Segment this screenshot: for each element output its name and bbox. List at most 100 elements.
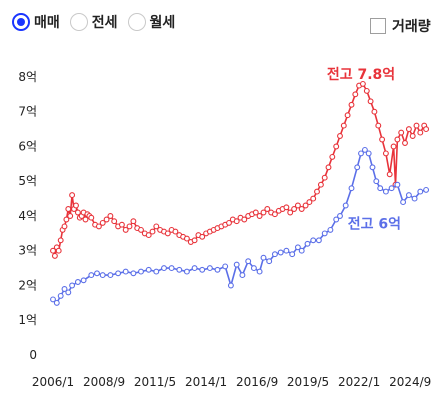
data-point-sale[interactable] bbox=[398, 129, 405, 136]
data-point-jeonse[interactable] bbox=[271, 251, 278, 258]
data-point-sale[interactable] bbox=[252, 209, 259, 216]
data-point-sale[interactable] bbox=[153, 223, 160, 230]
data-point-jeonse[interactable] bbox=[256, 268, 263, 275]
data-point-sale[interactable] bbox=[145, 232, 152, 239]
data-point-sale[interactable] bbox=[88, 214, 95, 221]
data-point-sale[interactable] bbox=[314, 188, 320, 195]
data-point-sale[interactable] bbox=[57, 237, 64, 244]
data-point-jeonse[interactable] bbox=[239, 272, 246, 279]
data-point-sale[interactable] bbox=[164, 230, 171, 237]
data-point-jeonse[interactable] bbox=[122, 268, 129, 275]
data-point-jeonse[interactable] bbox=[115, 270, 122, 277]
data-point-sale[interactable] bbox=[226, 219, 232, 226]
data-point-sale[interactable] bbox=[371, 108, 378, 115]
data-point-jeonse[interactable] bbox=[315, 237, 322, 244]
data-point-sale[interactable] bbox=[199, 233, 206, 240]
data-point-jeonse[interactable] bbox=[153, 268, 160, 275]
data-point-jeonse[interactable] bbox=[176, 266, 183, 273]
data-point-jeonse[interactable] bbox=[283, 247, 290, 254]
radio-option-sale[interactable]: 매매 bbox=[12, 12, 60, 32]
data-point-jeonse[interactable] bbox=[333, 216, 340, 223]
data-point-sale[interactable] bbox=[375, 122, 382, 129]
data-point-sale[interactable] bbox=[138, 226, 144, 233]
data-point-sale[interactable] bbox=[417, 129, 424, 136]
data-point-jeonse[interactable] bbox=[354, 164, 361, 171]
data-point-jeonse[interactable] bbox=[310, 237, 317, 244]
data-point-jeonse[interactable] bbox=[145, 266, 152, 273]
data-point-sale[interactable] bbox=[51, 252, 58, 259]
data-point-sale[interactable] bbox=[103, 216, 110, 223]
data-point-jeonse[interactable] bbox=[227, 282, 234, 289]
data-point-jeonse[interactable] bbox=[266, 258, 273, 265]
data-point-sale[interactable] bbox=[63, 216, 70, 223]
data-point-sale[interactable] bbox=[61, 223, 68, 230]
data-point-jeonse[interactable] bbox=[423, 186, 430, 193]
radio-option-monthly[interactable]: 월세 bbox=[127, 12, 175, 32]
radio-selected-icon[interactable] bbox=[12, 13, 30, 31]
data-point-sale[interactable] bbox=[298, 206, 305, 212]
data-point-sale[interactable] bbox=[291, 206, 298, 212]
data-point-jeonse[interactable] bbox=[294, 244, 301, 251]
data-point-sale[interactable] bbox=[367, 98, 374, 105]
data-point-jeonse[interactable] bbox=[388, 185, 395, 192]
data-point-jeonse[interactable] bbox=[260, 254, 267, 261]
data-point-jeonse[interactable] bbox=[373, 178, 380, 185]
data-point-sale[interactable] bbox=[233, 218, 240, 225]
data-point-jeonse[interactable] bbox=[400, 199, 407, 206]
data-point-jeonse[interactable] bbox=[206, 265, 213, 272]
data-point-sale[interactable] bbox=[126, 223, 133, 230]
data-point-jeonse[interactable] bbox=[277, 249, 284, 256]
data-point-jeonse[interactable] bbox=[74, 279, 81, 285]
data-point-jeonse[interactable] bbox=[348, 185, 355, 192]
data-point-sale[interactable] bbox=[271, 211, 278, 218]
data-point-sale[interactable] bbox=[321, 174, 328, 181]
data-point-jeonse[interactable] bbox=[298, 247, 305, 254]
data-point-sale[interactable] bbox=[317, 181, 324, 188]
data-point-sale[interactable] bbox=[359, 80, 366, 87]
data-point-jeonse[interactable] bbox=[69, 282, 76, 289]
data-point-jeonse[interactable] bbox=[377, 185, 384, 192]
radio-unselected-icon[interactable] bbox=[127, 13, 146, 31]
data-point-sale[interactable] bbox=[379, 136, 386, 143]
data-point-sale[interactable] bbox=[302, 202, 309, 209]
data-point-jeonse[interactable] bbox=[342, 202, 349, 209]
data-point-sale[interactable] bbox=[352, 91, 359, 98]
data-point-sale[interactable] bbox=[82, 216, 89, 223]
data-point-jeonse[interactable] bbox=[161, 265, 167, 272]
data-point-jeonse[interactable] bbox=[369, 164, 376, 171]
data-point-sale[interactable] bbox=[287, 209, 294, 216]
checkbox-icon[interactable] bbox=[370, 18, 386, 34]
data-point-sale[interactable] bbox=[107, 213, 114, 219]
data-point-sale[interactable] bbox=[306, 199, 313, 206]
data-point-jeonse[interactable] bbox=[233, 261, 240, 268]
data-point-jeonse[interactable] bbox=[321, 230, 328, 237]
data-point-sale[interactable] bbox=[264, 206, 271, 212]
data-point-jeonse[interactable] bbox=[361, 146, 368, 153]
data-point-jeonse[interactable] bbox=[88, 272, 95, 279]
data-point-sale[interactable] bbox=[183, 235, 190, 242]
data-point-jeonse[interactable] bbox=[57, 292, 64, 299]
data-point-sale[interactable] bbox=[409, 133, 416, 139]
data-point-jeonse[interactable] bbox=[250, 265, 257, 272]
data-point-sale[interactable] bbox=[329, 153, 336, 160]
data-point-sale[interactable] bbox=[402, 140, 408, 146]
data-point-sale[interactable] bbox=[344, 112, 351, 119]
data-point-jeonse[interactable] bbox=[99, 272, 106, 279]
data-point-sale[interactable] bbox=[294, 202, 301, 209]
data-point-jeonse[interactable] bbox=[107, 272, 114, 279]
data-point-sale[interactable] bbox=[191, 237, 198, 244]
data-point-jeonse[interactable] bbox=[191, 265, 198, 272]
data-point-sale[interactable] bbox=[333, 143, 340, 150]
data-point-sale[interactable] bbox=[99, 219, 106, 226]
data-point-jeonse[interactable] bbox=[61, 286, 68, 292]
data-point-sale[interactable] bbox=[413, 122, 420, 129]
data-point-jeonse[interactable] bbox=[80, 277, 87, 284]
data-point-sale[interactable] bbox=[283, 204, 290, 211]
data-point-jeonse[interactable] bbox=[50, 296, 56, 303]
data-point-sale[interactable] bbox=[394, 136, 401, 143]
data-point-sale[interactable] bbox=[337, 133, 343, 139]
data-point-sale[interactable] bbox=[325, 164, 332, 171]
radio-option-jeonse[interactable]: 전세 bbox=[69, 12, 118, 32]
data-point-jeonse[interactable] bbox=[382, 188, 389, 195]
data-point-sale[interactable] bbox=[348, 101, 355, 108]
